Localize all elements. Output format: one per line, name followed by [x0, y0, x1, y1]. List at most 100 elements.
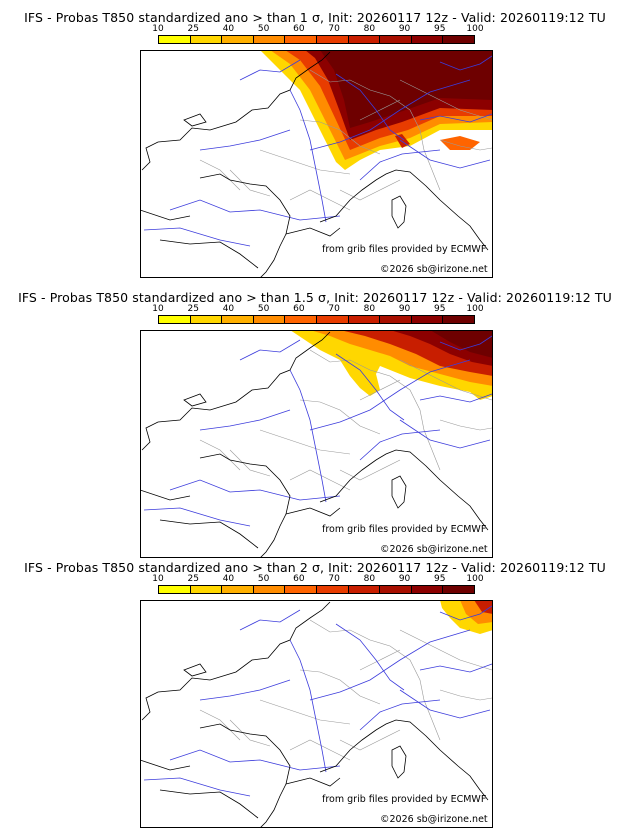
admin-border [439, 689, 493, 701]
legend-tick-label: 95 [434, 304, 446, 314]
admin-border [339, 729, 401, 751]
admin-border [289, 189, 351, 211]
map-frame [140, 330, 493, 558]
admin-border [359, 379, 401, 401]
river [335, 73, 405, 141]
admin-border [259, 429, 351, 455]
forecast-panel-1sigma: IFS - Probas T850 standardized ano > tha… [0, 0, 630, 278]
scale-swatch [222, 36, 254, 43]
river [289, 369, 327, 503]
legend-tick-label: 80 [363, 304, 376, 314]
legend-tick-label: 95 [434, 24, 446, 34]
river [199, 679, 291, 701]
probability-area [320, 50, 493, 128]
river [399, 689, 491, 719]
river [399, 419, 491, 449]
admin-border [359, 99, 401, 121]
admin-border [299, 669, 381, 705]
scale-swatch [380, 586, 412, 593]
river [419, 663, 493, 673]
admin-border [339, 459, 401, 481]
coastline [140, 331, 489, 558]
legend-tick-label: 70 [328, 574, 340, 584]
river [309, 629, 471, 701]
scale-swatch [443, 316, 474, 323]
map-canvas [140, 330, 493, 558]
legend-tick-label: 40 [222, 24, 235, 34]
copyright-credit: ©2026 sb@irizone.net [380, 814, 488, 825]
panel-title: IFS - Probas T850 standardized ano > tha… [18, 290, 612, 305]
river [309, 79, 471, 151]
river [143, 227, 251, 247]
scale-swatch [285, 316, 317, 323]
legend-tick-label: 80 [363, 574, 376, 584]
river [239, 339, 301, 361]
legend-tick-label: 60 [293, 304, 305, 314]
admin-border [399, 79, 493, 121]
probability-area [440, 136, 480, 150]
admin-border [259, 699, 351, 725]
legend-tick-label: 50 [257, 304, 270, 314]
admin-border [339, 179, 401, 201]
map-frame [140, 50, 493, 278]
legend-tick-label: 70 [328, 24, 340, 34]
legend-tick-label: 50 [257, 574, 270, 584]
legend-tick-label: 25 [187, 574, 199, 584]
admin-border [309, 349, 441, 471]
river [143, 507, 251, 527]
map-canvas [140, 50, 493, 278]
legend-tick-label: 100 [466, 24, 484, 34]
legend-tick-label: 70 [328, 304, 340, 314]
legend-tick-label: 90 [398, 574, 411, 584]
river [439, 335, 493, 351]
scale-swatch [285, 36, 317, 43]
admin-border [299, 399, 381, 435]
river [309, 359, 471, 431]
scale-swatch [253, 36, 286, 43]
color-scale-bar [158, 585, 475, 594]
river [419, 393, 493, 403]
scale-swatch [316, 36, 349, 43]
river [169, 199, 341, 221]
river [289, 89, 327, 223]
forecast-map [140, 330, 493, 558]
legend-tick-label: 25 [187, 24, 199, 34]
river [335, 353, 405, 421]
admin-border [229, 719, 271, 747]
admin-border [399, 629, 493, 671]
admin-border [439, 419, 493, 431]
scale-swatch [443, 586, 474, 593]
river [239, 59, 301, 81]
copyright-credit: ©2026 sb@irizone.net [380, 544, 488, 555]
scale-swatch [411, 316, 444, 323]
river [439, 55, 493, 71]
river [439, 605, 493, 621]
admin-border [229, 169, 271, 197]
scale-swatch [411, 36, 444, 43]
river [199, 409, 291, 431]
legend-tick-labels: 10 25 40 50 60 70 80 90 95 100 [150, 24, 490, 35]
river [169, 479, 341, 501]
probability-area [474, 600, 493, 614]
river [169, 749, 341, 771]
panel-title: IFS - Probas T850 standardized ano > tha… [24, 560, 606, 575]
scale-swatch [190, 36, 223, 43]
admin-border [229, 449, 271, 477]
legend-tick-label: 40 [222, 304, 235, 314]
legend-tick-labels: 10 25 40 50 60 70 80 90 95 100 [150, 574, 490, 585]
legend-tick-label: 60 [293, 24, 305, 34]
admin-border [439, 139, 493, 151]
legend-tick-label: 80 [363, 24, 376, 34]
scale-swatch [190, 586, 223, 593]
legend-tick-label: 60 [293, 574, 305, 584]
color-scale-bar [158, 315, 475, 324]
admin-border [299, 119, 381, 155]
scale-swatch [411, 586, 444, 593]
probability-area [430, 330, 493, 358]
river [359, 699, 441, 731]
admin-border [309, 69, 441, 191]
coastline [140, 601, 489, 828]
scale-swatch [443, 36, 474, 43]
river [143, 777, 251, 797]
legend-tick-label: 95 [434, 574, 446, 584]
